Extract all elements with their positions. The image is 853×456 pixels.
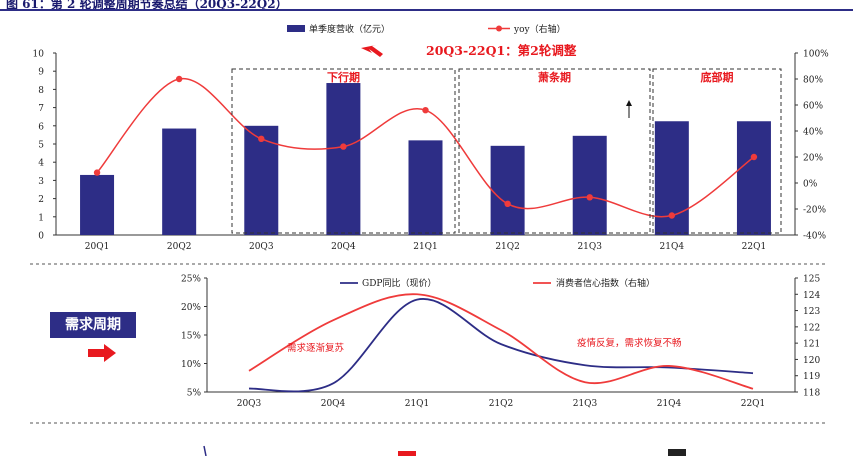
headline-annotation: 20Q3-22Q1：第2轮调整: [426, 43, 577, 58]
y2-tick-label: -20%: [803, 206, 826, 216]
y2-tick-label: 125: [803, 275, 820, 285]
revenue-bar: [162, 128, 197, 235]
phase-box: [231, 68, 456, 234]
revenue-bar: [80, 174, 115, 235]
y-tick-label: 25%: [181, 275, 201, 285]
legend-label-revenue: 单季度营收（亿元）: [309, 23, 390, 35]
annotation-recovery: 需求逐渐复苏: [287, 342, 345, 354]
x-tick-label: 20Q1: [85, 242, 110, 252]
legend-swatch-revenue: [287, 25, 305, 32]
y2-tick-label: 124: [803, 291, 820, 301]
y-tick-label: 5: [38, 141, 44, 151]
x-tick-label: 21Q2: [495, 242, 520, 252]
y2-tick-label: -40%: [803, 232, 826, 242]
x-tick-label: 20Q3: [237, 399, 262, 409]
phase-label: 萧条期: [538, 70, 571, 84]
revenue-bar: [572, 135, 607, 235]
yoy-point: [668, 212, 676, 219]
legend-label-yoy: yoy（右轴）: [513, 23, 566, 35]
y-tick-label: 4: [38, 159, 44, 169]
revenue-yoy-chart: 0 1 2 3 4 5 6 7 8 9 10 -40% -20% 0% 20% 40% 60% 80% 100% 20…: [33, 23, 830, 252]
yoy-point: [93, 169, 101, 176]
legend-marker-yoy: [496, 25, 502, 32]
x-tick-label: 21Q2: [489, 399, 514, 409]
cropped-line-mark: [203, 445, 207, 456]
y2-tick-label: 100%: [803, 50, 829, 60]
revenue-bar: [244, 125, 279, 235]
y2-tick-label: 80%: [803, 76, 823, 86]
x-tick-label: 20Q4: [331, 242, 356, 252]
y-tick-label: 8: [38, 86, 44, 96]
x-tick-label: 20Q3: [249, 242, 274, 252]
cropped-red-mark: [398, 451, 416, 456]
x-tick-label: 22Q1: [741, 399, 766, 409]
y2-tick-label: 122: [803, 323, 820, 333]
x-tick-label: 21Q4: [657, 399, 682, 409]
confidence-line: [248, 293, 754, 390]
y-tick-label: 5%: [187, 389, 202, 399]
revenue-bar: [326, 83, 361, 235]
x-tick-label: 21Q1: [413, 242, 438, 252]
x-tick-label: 22Q1: [742, 242, 767, 252]
yoy-point: [258, 135, 265, 142]
gdp-line: [248, 298, 754, 393]
yoy-point: [504, 200, 511, 207]
x-tick-label: 20Q4: [321, 399, 346, 409]
legend-label-gdp: GDP同比（现价）: [362, 277, 436, 289]
legend-label-confidence: 消费者信心指数（右轴）: [556, 277, 655, 289]
y-tick-label: 3: [38, 177, 44, 187]
y2-tick-label: 119: [803, 372, 820, 382]
y2-tick-label: 20%: [803, 154, 823, 164]
demand-cycle-label: 需求周期: [50, 312, 136, 338]
phase-box: [652, 68, 782, 234]
phase-box: [458, 68, 651, 234]
y-tick-label: 2: [38, 195, 44, 205]
cropped-dark-mark: [668, 449, 686, 456]
y-tick-label: 6: [38, 122, 44, 132]
y-tick-label: 7: [38, 104, 44, 114]
yoy-point: [422, 107, 429, 114]
gdp-confidence-chart: 5% 10% 15% 20% 25% 118 119 120 121 122 123 124 125 20…: [181, 275, 820, 410]
revenue-bar: [736, 121, 771, 235]
y-tick-label: 10%: [181, 360, 201, 370]
annotation-epidemic: 疫情反复，需求恢复不畅: [577, 337, 682, 349]
yoy-point: [750, 153, 758, 161]
yoy-point: [586, 194, 593, 201]
side-arrow-icon: [88, 344, 116, 362]
up-arrow-icon: [626, 100, 632, 106]
phase-label: 底部期: [701, 70, 734, 84]
revenue-bar: [408, 140, 443, 235]
x-tick-label: 21Q3: [573, 399, 598, 409]
y-tick-label: 15%: [181, 332, 201, 342]
x-tick-label: 21Q4: [660, 242, 685, 252]
x-tick-label: 20Q2: [167, 242, 192, 252]
headline-arrow-icon: [361, 45, 383, 57]
y2-tick-label: 123: [803, 307, 820, 317]
revenue-bar: [490, 145, 525, 235]
y2-tick-label: 120: [803, 356, 820, 366]
y2-tick-label: 40%: [803, 128, 823, 138]
y2-tick-label: 60%: [803, 102, 823, 112]
y2-tick-label: 0%: [803, 180, 818, 190]
phase-label: 下行期: [327, 70, 360, 84]
y-tick-label: 20%: [181, 303, 201, 313]
x-tick-label: 21Q3: [577, 242, 602, 252]
y-tick-label: 9: [38, 68, 44, 78]
y-tick-label: 1: [38, 213, 44, 223]
yoy-point: [340, 143, 347, 150]
y-tick-label: 10: [33, 50, 45, 60]
y-tick-label: 0: [38, 232, 44, 242]
yoy-point: [175, 75, 183, 83]
y2-tick-label: 118: [803, 389, 820, 399]
y2-tick-label: 121: [803, 340, 820, 350]
x-tick-label: 21Q1: [405, 399, 430, 409]
figure-title: 图 61：第 2 轮调整周期节奏总结（20Q3-22Q2）: [6, 0, 288, 11]
title-rule: [0, 9, 853, 11]
